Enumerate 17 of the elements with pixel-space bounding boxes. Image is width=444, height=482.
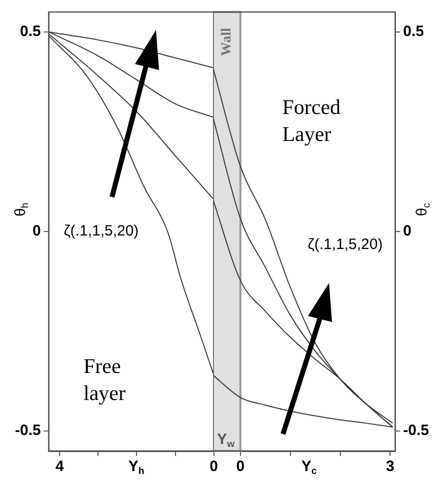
x-tick-label: 0 [210,458,218,476]
annotation: ζ(.1,1,5,20) [64,222,139,240]
y-tick-label: -0.5 [14,422,41,440]
y-tick-label: 0.5 [20,23,41,40]
y-axis-title: θh [12,202,32,216]
y2-axis-title: θc [413,202,432,216]
x-tick-label: 3 [386,458,394,476]
y-tick-label: 0 [32,222,41,240]
y2-tick-label: 0.5 [403,23,424,40]
x-tick-label: 4 [55,458,64,476]
y2-tick-label: 0 [403,222,412,240]
annotation: Free layer [83,354,126,405]
band-label: Wall [219,28,234,56]
x-tick-label: 0 [236,458,245,476]
annotation: ζ(.1,1,5,20) [308,236,383,253]
y2-tick-label: -0.5 [403,422,430,440]
annotation: Forced Layer [282,94,342,146]
